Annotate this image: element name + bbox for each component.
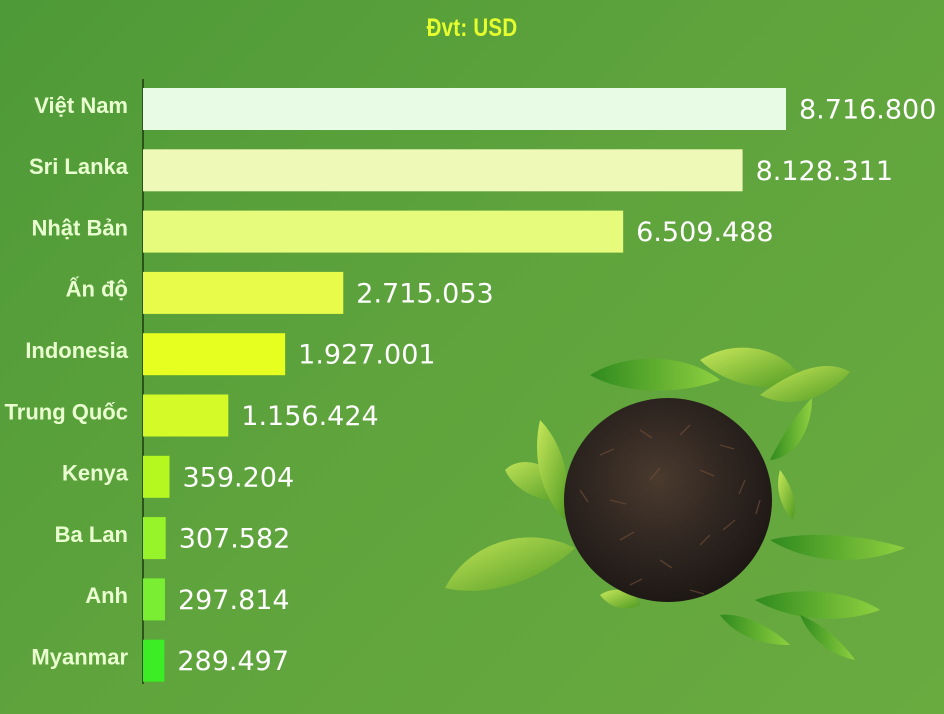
bar: [143, 333, 286, 376]
bar: [143, 639, 165, 682]
category-label: Việt Nam: [34, 93, 128, 118]
value-label: 6.509.488: [636, 217, 773, 248]
category-label: Myanmar: [31, 645, 128, 670]
value-label: 8.128.311: [756, 156, 893, 187]
value-label: 297.814: [178, 585, 290, 616]
value-label: 307.582: [179, 524, 291, 555]
chart-unit-title: Đvt: USD: [426, 14, 518, 42]
category-label: Kenya: [62, 461, 129, 486]
value-label: 289.497: [177, 646, 289, 677]
value-label: 2.715.053: [356, 278, 493, 309]
category-label: Anh: [85, 583, 128, 608]
bar: [143, 271, 344, 314]
tea-leaves-illustration: [445, 347, 905, 660]
category-label: Nhật Bản: [31, 215, 128, 240]
value-label: 359.204: [182, 462, 294, 493]
value-label: 1.156.424: [241, 401, 378, 432]
category-label: Sri Lanka: [29, 154, 129, 179]
bar: [143, 394, 229, 437]
category-label: Ấn độ: [66, 277, 128, 302]
bars-group: Việt Nam 8.716.800 Sri Lanka 8.128.311 Nhật …: [5, 88, 936, 682]
bar: [143, 578, 165, 621]
bar: [143, 455, 170, 498]
value-label: 1.927.001: [298, 340, 435, 371]
bar: [143, 149, 743, 192]
category-label: Indonesia: [25, 338, 128, 363]
category-label: Ba Lan: [55, 522, 128, 547]
value-label: 8.716.800: [799, 95, 936, 126]
bar: [143, 517, 166, 560]
bar: [143, 88, 786, 130]
bar: [143, 210, 624, 253]
category-label: Trung Quốc: [5, 399, 128, 424]
